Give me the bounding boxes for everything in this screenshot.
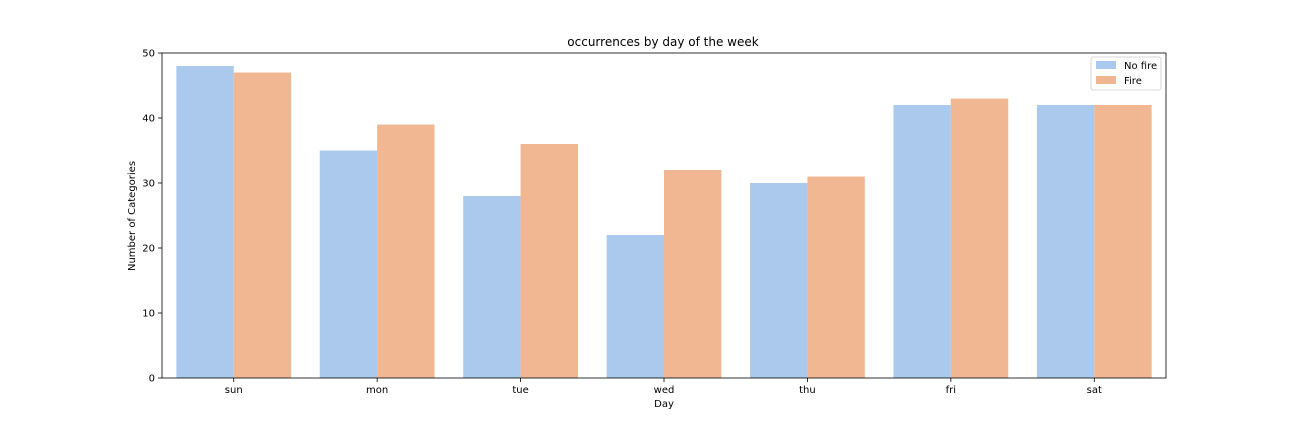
bar-fire-mon bbox=[377, 124, 435, 378]
bar-fire-sat bbox=[1094, 105, 1152, 378]
x-tick-label: thu bbox=[799, 385, 816, 396]
bar-fire-tue bbox=[520, 144, 578, 378]
y-axis-label: Number of Categories bbox=[127, 161, 138, 271]
bar-no-fire-mon bbox=[319, 150, 378, 378]
bar-no-fire-thu bbox=[750, 183, 808, 378]
legend-label-no-fire: No fire bbox=[1124, 61, 1157, 72]
y-tick-label: 30 bbox=[142, 179, 155, 190]
x-tick-label: fri bbox=[946, 385, 956, 396]
plot-frame bbox=[161, 52, 1167, 379]
bar-no-fire-sun bbox=[176, 66, 234, 378]
bar-no-fire-wed bbox=[606, 235, 664, 378]
legend-label-fire: Fire bbox=[1124, 76, 1142, 87]
y-tick-label: 10 bbox=[142, 309, 155, 320]
y-ticks: 0 10 20 30 40 50 bbox=[142, 49, 162, 385]
bar-no-fire-tue bbox=[463, 196, 521, 378]
x-tick-label: sat bbox=[1087, 385, 1102, 396]
chart-title: occurrences by day of the week bbox=[567, 35, 758, 49]
x-tick-label: tue bbox=[512, 385, 528, 396]
bar-fire-wed bbox=[664, 170, 722, 378]
y-tick-label: 40 bbox=[142, 114, 155, 125]
bar-no-fire-sat bbox=[1036, 105, 1095, 378]
x-tick-label: sun bbox=[225, 385, 243, 396]
bar-fire-fri bbox=[950, 98, 1009, 378]
legend-swatch-no-fire bbox=[1096, 61, 1116, 69]
x-ticks: sun mon tue wed thu fri sat bbox=[225, 378, 1102, 396]
legend-swatch-fire bbox=[1096, 76, 1116, 84]
y-tick-label: 50 bbox=[142, 49, 155, 60]
x-tick-label: mon bbox=[366, 385, 388, 396]
bar-no-fire-fri bbox=[893, 105, 951, 378]
bar-fire-sun bbox=[233, 72, 292, 378]
x-tick-label: wed bbox=[654, 385, 675, 396]
bars-group bbox=[176, 66, 1152, 378]
x-axis-label: Day bbox=[654, 399, 674, 410]
y-tick-label: 0 bbox=[149, 374, 155, 385]
legend: No fire Fire bbox=[1090, 56, 1162, 91]
y-tick-label: 20 bbox=[142, 244, 155, 255]
bar-fire-thu bbox=[807, 176, 865, 378]
